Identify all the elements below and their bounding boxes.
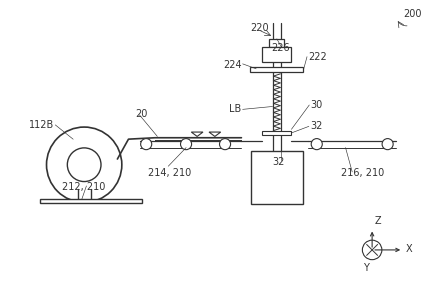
Ellipse shape: [382, 139, 393, 150]
Ellipse shape: [220, 139, 230, 150]
Text: 224: 224: [223, 60, 241, 70]
Bar: [262, 47, 291, 62]
Bar: [40, 199, 142, 203]
Bar: [251, 151, 303, 204]
Text: 30: 30: [310, 100, 323, 110]
Text: Y: Y: [362, 263, 369, 273]
Text: 214, 210: 214, 210: [148, 168, 192, 178]
Text: LB: LB: [229, 104, 241, 114]
Ellipse shape: [141, 139, 152, 150]
Ellipse shape: [362, 240, 382, 260]
Ellipse shape: [47, 127, 122, 202]
Text: 216, 210: 216, 210: [341, 168, 385, 178]
Ellipse shape: [181, 139, 191, 150]
Ellipse shape: [67, 148, 101, 181]
Bar: [269, 39, 284, 47]
Text: 32: 32: [310, 121, 323, 131]
Text: 200: 200: [403, 9, 422, 18]
Ellipse shape: [311, 139, 323, 150]
Text: 112B: 112B: [29, 120, 54, 130]
Text: X: X: [405, 243, 412, 254]
Text: 226: 226: [271, 43, 290, 53]
Text: 222: 222: [308, 52, 326, 62]
Text: 212, 210: 212, 210: [62, 182, 105, 193]
Bar: [250, 67, 303, 72]
Text: 32: 32: [272, 157, 285, 167]
Text: 220: 220: [250, 23, 269, 34]
Text: Z: Z: [374, 216, 381, 226]
Text: 20: 20: [135, 108, 148, 119]
Bar: [262, 131, 291, 135]
